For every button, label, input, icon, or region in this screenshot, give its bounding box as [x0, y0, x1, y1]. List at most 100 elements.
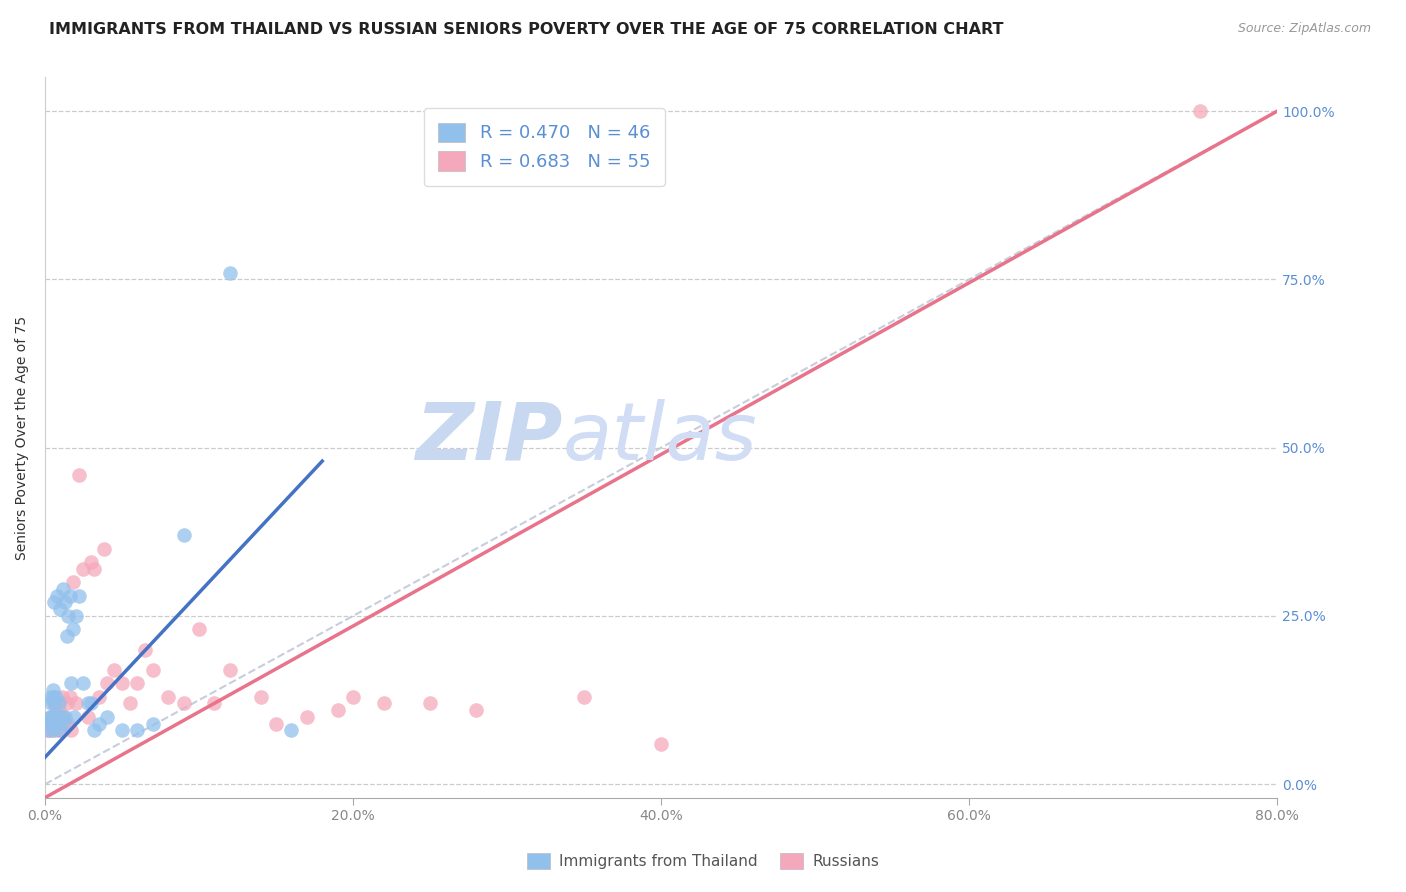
Point — [83, 562, 105, 576]
Point — [46, 697, 69, 711]
Point — [93, 541, 115, 556]
Point — [264, 716, 287, 731]
Point — [51, 710, 73, 724]
Point — [45, 710, 67, 724]
Point — [111, 676, 134, 690]
Point — [62, 575, 84, 590]
Point — [48, 703, 70, 717]
Point — [67, 589, 90, 603]
Text: ZIP: ZIP — [415, 399, 562, 476]
Point — [103, 663, 125, 677]
Point — [44, 595, 66, 609]
Point — [46, 589, 69, 603]
Point — [77, 710, 100, 724]
Point — [419, 697, 441, 711]
Point — [173, 697, 195, 711]
Text: atlas: atlas — [562, 399, 758, 476]
Point — [39, 710, 62, 724]
Point — [72, 676, 94, 690]
Point — [46, 710, 69, 724]
Y-axis label: Seniors Poverty Over the Age of 75: Seniors Poverty Over the Age of 75 — [15, 316, 30, 559]
Point — [48, 697, 70, 711]
Point — [202, 697, 225, 711]
Point — [44, 716, 66, 731]
Point — [49, 723, 72, 738]
Point — [173, 528, 195, 542]
Point — [51, 690, 73, 704]
Point — [45, 690, 67, 704]
Point — [39, 723, 62, 738]
Point — [41, 710, 63, 724]
Text: IMMIGRANTS FROM THAILAND VS RUSSIAN SENIORS POVERTY OVER THE AGE OF 75 CORRELATI: IMMIGRANTS FROM THAILAND VS RUSSIAN SENI… — [49, 22, 1004, 37]
Point — [72, 562, 94, 576]
Point — [127, 676, 149, 690]
Point — [55, 697, 77, 711]
Point — [63, 710, 86, 724]
Point — [44, 697, 66, 711]
Point — [53, 710, 76, 724]
Legend: Immigrants from Thailand, Russians: Immigrants from Thailand, Russians — [520, 847, 886, 875]
Point — [45, 710, 67, 724]
Point — [41, 690, 63, 704]
Point — [49, 723, 72, 738]
Point — [59, 589, 82, 603]
Point — [80, 697, 103, 711]
Point — [142, 663, 165, 677]
Point — [37, 723, 59, 738]
Point — [60, 723, 83, 738]
Point — [49, 602, 72, 616]
Point — [39, 710, 62, 724]
Point — [218, 663, 240, 677]
Point — [96, 676, 118, 690]
Legend: R = 0.470   N = 46, R = 0.683   N = 55: R = 0.470 N = 46, R = 0.683 N = 55 — [423, 108, 665, 186]
Point — [52, 716, 75, 731]
Point — [41, 683, 63, 698]
Point — [65, 609, 87, 624]
Point — [280, 723, 302, 738]
Point — [44, 710, 66, 724]
Point — [96, 710, 118, 724]
Point — [52, 710, 75, 724]
Point — [118, 697, 141, 711]
Point — [342, 690, 364, 704]
Point — [295, 710, 318, 724]
Point — [41, 710, 63, 724]
Point — [52, 582, 75, 596]
Point — [249, 690, 271, 704]
Point — [48, 716, 70, 731]
Point — [39, 697, 62, 711]
Point — [39, 690, 62, 704]
Point — [45, 723, 67, 738]
Point — [55, 629, 77, 643]
Point — [111, 723, 134, 738]
Point — [218, 266, 240, 280]
Point — [37, 723, 59, 738]
Point — [134, 642, 156, 657]
Point — [38, 716, 60, 731]
Point — [83, 723, 105, 738]
Point — [44, 697, 66, 711]
Point — [65, 697, 87, 711]
Point — [60, 676, 83, 690]
Point — [127, 723, 149, 738]
Point — [87, 690, 110, 704]
Point — [53, 716, 76, 731]
Point — [67, 467, 90, 482]
Point — [59, 690, 82, 704]
Point — [157, 690, 180, 704]
Point — [142, 716, 165, 731]
Point — [572, 690, 595, 704]
Point — [46, 716, 69, 731]
Point — [56, 609, 79, 624]
Point — [62, 623, 84, 637]
Point — [1189, 104, 1212, 119]
Point — [38, 710, 60, 724]
Point — [48, 710, 70, 724]
Point — [650, 737, 672, 751]
Point — [38, 716, 60, 731]
Point — [87, 716, 110, 731]
Point — [326, 703, 349, 717]
Point — [41, 716, 63, 731]
Point — [188, 623, 211, 637]
Point — [49, 710, 72, 724]
